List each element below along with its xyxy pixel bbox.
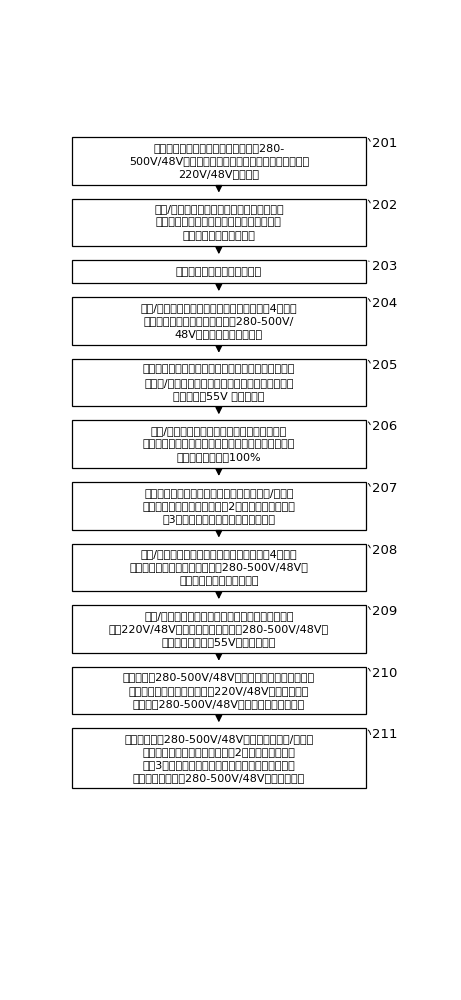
Text: 直流转直流280-500V/48V整流模块代替铅酸蓄电池或
者钛锂电池工作，交流转直流220V/48V整流模块和直
流转直流280-500V/48V整流模块互偶: 直流转直流280-500V/48V整流模块代替铅酸蓄电池或 者钛锂电池工作，交流… (123, 672, 315, 709)
Text: 208: 208 (372, 544, 397, 556)
Text: 铅酸/锂电二合一充电管理系统监控单元关闭4号大功
率电磁继电器，并使直流转直流280-500V/
48V整流模块处于休眠模式: 铅酸/锂电二合一充电管理系统监控单元关闭4号大功 率电磁继电器，并使直流转直流2… (141, 303, 297, 339)
Bar (71, 137, 366, 185)
Text: 铅酸/锂电二合一充电管理系统监控单元依据
蓄电池类型，启动铅酸蓄电池充电管理流程
或钛锂电池充电管理流程: 铅酸/锂电二合一充电管理系统监控单元依据 蓄电池类型，启动铅酸蓄电池充电管理流程… (154, 204, 284, 241)
Bar (71, 544, 366, 591)
Bar (71, 359, 366, 406)
Text: 铅酸/锂电二合一充电管理系统监控单元调整交流转
直流220V/48V整流模块和直流转直流280-500V/48V整
流模块的输出电压55V，并开始供电: 铅酸/锂电二合一充电管理系统监控单元调整交流转 直流220V/48V整流模块和直… (109, 611, 329, 647)
Bar (71, 605, 366, 653)
Text: 铅酸/锂电二合一充电管理系统监控单元开启4号大功
率电磁继电器，启动直流转直流280-500V/48V整
流模块，启动互隔隔离系统: 铅酸/锂电二合一充电管理系统监控单元开启4号大功 率电磁继电器，启动直流转直流2… (130, 549, 308, 586)
Text: 一路外接高压直流输入到直流转直流280-
500V/48V整流模块，一路交流市电输入到交流转直流
220V/48V整流模块: 一路外接高压直流输入到直流转直流280- 500V/48V整流模块，一路交流市电… (129, 143, 309, 179)
Text: 201: 201 (372, 137, 398, 150)
Text: 207: 207 (372, 482, 398, 495)
Text: 206: 206 (372, 420, 397, 433)
Text: 室内分布天馈线远程供电系统多路能量输出控制单元
给铅酸/锂电二合一充电管理系统监控单元发送用基
准测试电压55V 供电的请求: 室内分布天馈线远程供电系统多路能量输出控制单元 给铅酸/锂电二合一充电管理系统监… (142, 364, 295, 401)
Text: 211: 211 (372, 728, 398, 741)
Text: 210: 210 (372, 667, 398, 680)
Bar (71, 728, 366, 788)
Text: 205: 205 (372, 359, 398, 372)
Text: 209: 209 (372, 605, 397, 618)
Bar (71, 482, 366, 530)
Text: 铅酸/锂电二合一充电管理系统监控单元完成对
铅酸蓄电池或者钛锂电池的充电，保证铅酸蓄电池、
或钛锂电池容量的100%: 铅酸/锂电二合一充电管理系统监控单元完成对 铅酸蓄电池或者钛锂电池的充电，保证铅… (142, 426, 295, 462)
Text: 当直流转直流280-500V/48V整流模块、铅酸/锂电二
合一充电管理系统监控单元开启2号大功率电磁继电
器和3号大功率电磁继电器，铅酸蓄电池或者钛锂电
池代: 当直流转直流280-500V/48V整流模块、铅酸/锂电二 合一充电管理系统监控… (124, 734, 313, 783)
Bar (71, 199, 366, 246)
Text: 203: 203 (372, 260, 398, 273)
Bar (71, 420, 366, 468)
Text: 启动互耦隔离系统，进行输出: 启动互耦隔离系统，进行输出 (176, 267, 262, 277)
Bar (71, 297, 366, 345)
Text: 铅酸蓄电池或者钛锂电池充电完成后，铅酸/锂电二
合一充电管理系统监控单元将2号大功率电磁继电器
和3号大功率电磁继电器接点断开下电: 铅酸蓄电池或者钛锂电池充电完成后，铅酸/锂电二 合一充电管理系统监控单元将2号大… (142, 488, 295, 524)
Text: 202: 202 (372, 199, 398, 212)
Text: 204: 204 (372, 297, 397, 310)
Bar (71, 667, 366, 714)
Bar (71, 260, 366, 283)
